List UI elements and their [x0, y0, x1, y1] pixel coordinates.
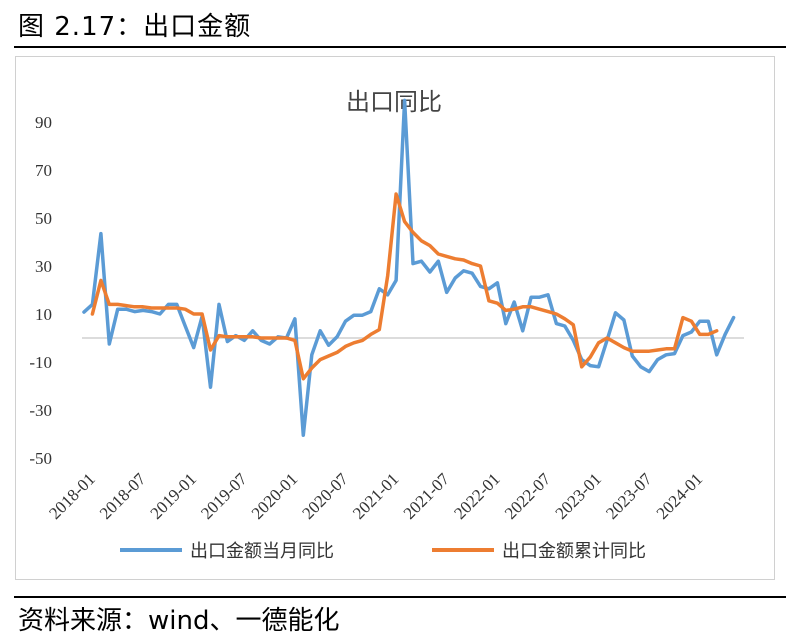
- x-tick-label: 2019-01: [147, 469, 201, 523]
- y-tick-label: 30: [35, 257, 52, 276]
- x-tick-label: 2021-01: [349, 469, 403, 523]
- y-tick-label: 70: [35, 161, 52, 180]
- x-tick-label: 2019-07: [197, 469, 251, 523]
- x-tick-label: 2023-07: [602, 469, 656, 523]
- y-tick-label: -30: [29, 401, 52, 420]
- x-tick-label: 2021-07: [400, 469, 454, 523]
- y-tick-label: 50: [35, 209, 52, 228]
- x-tick-label: 2022-01: [450, 469, 504, 523]
- x-tick-label: 2020-01: [248, 469, 302, 523]
- y-tick-label: -50: [29, 449, 52, 468]
- x-tick-label: 2023-01: [551, 469, 605, 523]
- top-rule: [14, 46, 786, 48]
- figure-title: 图 2.17：出口金额: [18, 12, 252, 42]
- source-note: 资料来源：wind、一德能化: [18, 606, 340, 636]
- chart-title: 出口同比: [346, 88, 442, 116]
- x-tick-label: 2018-07: [96, 469, 150, 523]
- chart-frame: [15, 56, 775, 580]
- legend-label: 出口金额累计同比: [502, 541, 646, 562]
- series-line-monthly: [82, 98, 736, 437]
- x-tick-label: 2024-01: [653, 469, 707, 523]
- legend: 出口金额当月同比 出口金额累计同比: [120, 541, 646, 562]
- bottom-rule: [14, 596, 786, 598]
- x-tick-label: 2018-01: [45, 469, 99, 523]
- y-axis: -50 -30 -10 10 30 50 70 90: [29, 113, 52, 468]
- y-tick-label: -10: [29, 353, 52, 372]
- legend-label: 出口金额当月同比: [190, 541, 334, 562]
- x-tick-label: 2022-07: [501, 469, 555, 523]
- x-axis: 2018-012018-072019-012019-072020-012020-…: [45, 469, 706, 523]
- y-tick-label: 10: [35, 305, 52, 324]
- x-tick-label: 2020-07: [298, 469, 352, 523]
- y-tick-label: 90: [35, 113, 52, 132]
- series-layer: [82, 98, 736, 437]
- series-line-cumulative: [90, 192, 719, 381]
